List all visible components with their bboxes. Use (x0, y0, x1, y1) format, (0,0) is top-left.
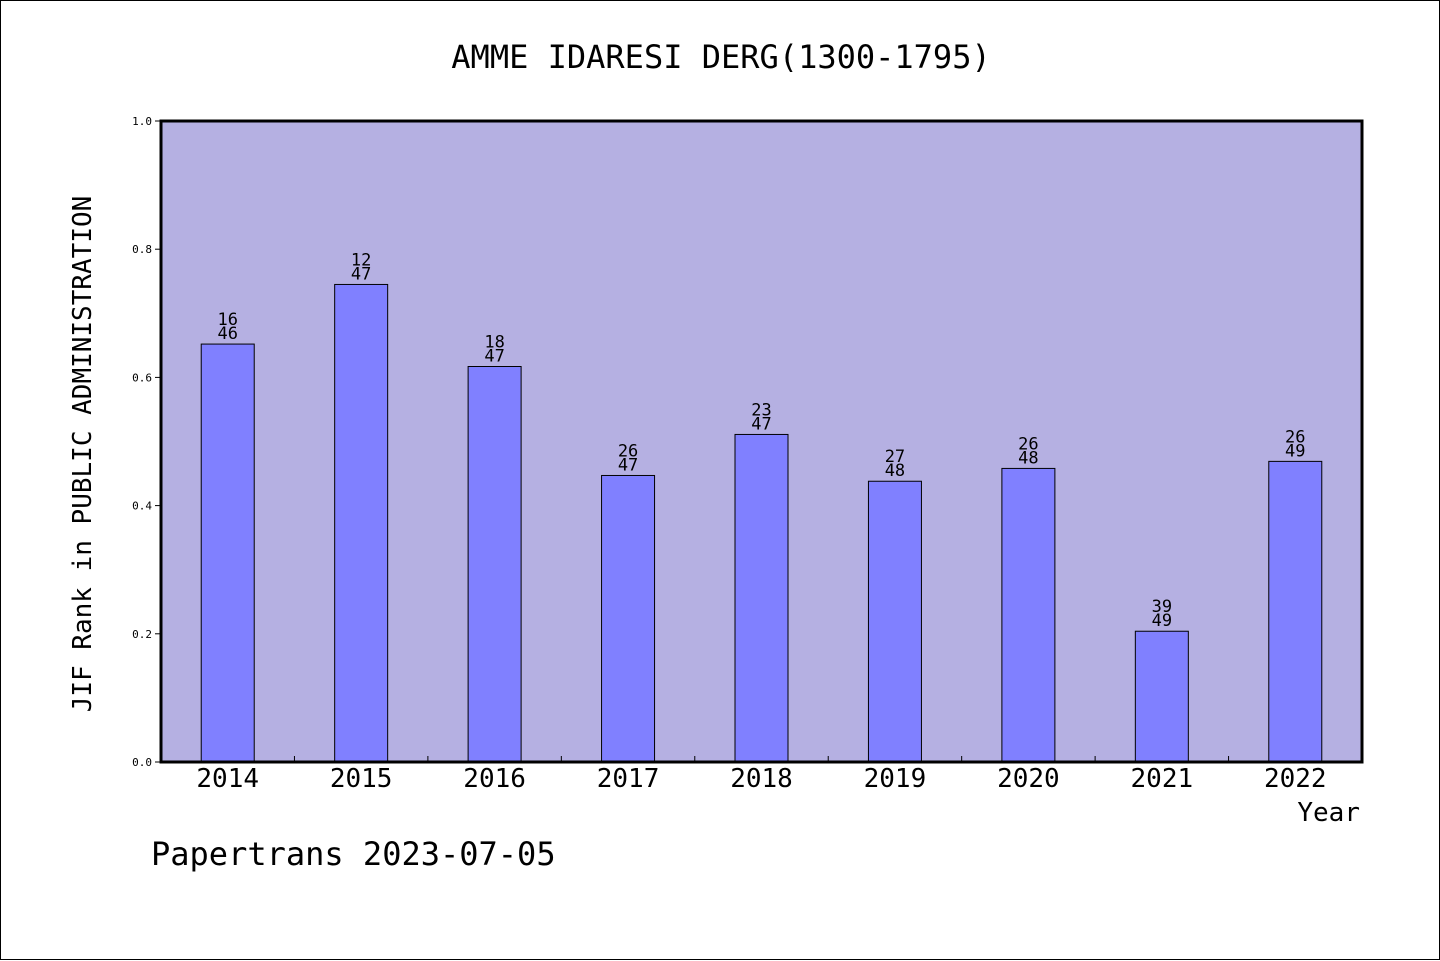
x-tick-label: 2021 (1131, 764, 1194, 794)
bar-rank-label: 18 (484, 333, 504, 353)
x-tick-label: 2020 (997, 764, 1060, 794)
bar-2019 (867, 480, 922, 763)
bar-total-label: 46 (217, 324, 237, 344)
y-tick-label: 0.2 (132, 628, 152, 641)
x-axis: 2014 2015 2016 2017 2018 2019 2020 2021 2022 (196, 756, 1327, 794)
bar-total-label: 49 (1285, 441, 1305, 461)
bar-rank-label: 26 (1285, 427, 1305, 447)
x-tick-label: 2022 (1264, 764, 1327, 794)
bar-rank-label: 23 (751, 400, 771, 420)
plot-border (159, 119, 1364, 764)
x-tick-label: 2017 (597, 764, 660, 794)
bar-2014 (200, 343, 255, 763)
bar-total-label: 47 (618, 455, 638, 475)
bar-2021 (1134, 630, 1189, 763)
x-axis-label: Year (1297, 798, 1360, 828)
bar-2016 (467, 366, 522, 763)
bar-2017 (601, 474, 656, 763)
y-axis: 0.0 0.2 0.4 0.6 0.8 1.0 (132, 115, 161, 769)
bar-total-label: 48 (1018, 448, 1038, 468)
y-axis-label: JIF Rank in PUBLIC ADMINISTRATION (68, 196, 98, 713)
bar-total-label: 47 (351, 264, 371, 284)
y-tick-label: 0.4 (132, 500, 152, 513)
bar-total-label: 49 (1152, 611, 1172, 631)
bar-2018 (734, 433, 789, 763)
y-tick-label: 0.6 (132, 371, 152, 384)
x-tick-label: 2015 (330, 764, 393, 794)
bar-2015 (334, 283, 389, 763)
bar-rank-label: 26 (618, 441, 638, 461)
bar-rank-label: 16 (217, 310, 237, 330)
bar-total-label: 48 (885, 461, 905, 481)
bar-total-label: 47 (484, 347, 504, 367)
bars-group (200, 283, 1323, 763)
y-tick-label: 0.0 (132, 756, 152, 769)
x-tick-label: 2014 (196, 764, 259, 794)
bar-total-label: 47 (751, 414, 771, 434)
bar-rank-label: 39 (1152, 597, 1172, 617)
y-tick-label: 0.8 (132, 243, 152, 256)
bar-rank-label: 27 (885, 447, 905, 467)
bar-rank-label: 12 (351, 250, 371, 270)
chart-title: AMME IDARESI DERG(1300-1795) (451, 38, 990, 76)
x-tick-label: 2019 (864, 764, 927, 794)
bar-rank-label: 26 (1018, 434, 1038, 454)
bar-2022 (1268, 460, 1323, 763)
x-tick-label: 2016 (463, 764, 526, 794)
y-tick-label: 1.0 (132, 115, 152, 128)
footer-text: Papertrans 2023-07-05 (151, 835, 556, 873)
x-tick-label: 2018 (730, 764, 793, 794)
bar-2020 (1001, 467, 1056, 763)
